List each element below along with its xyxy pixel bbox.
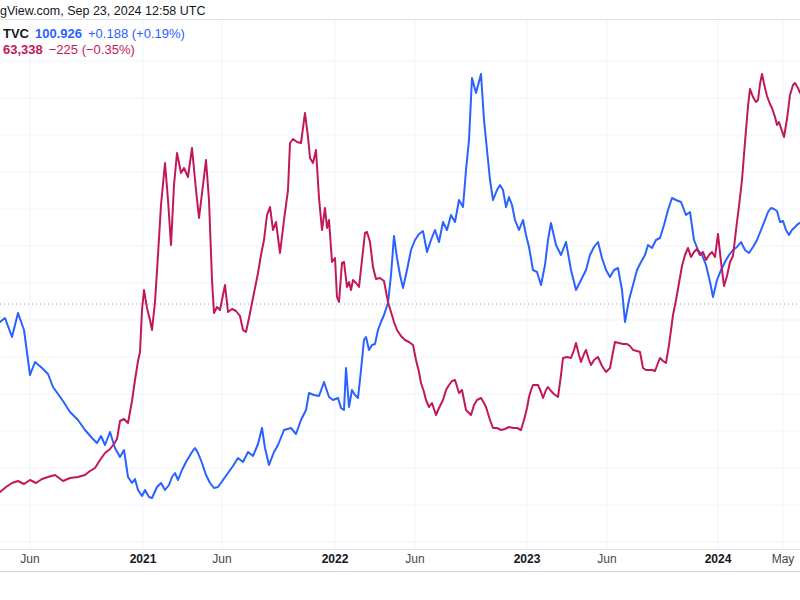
x-tick-label: 2021 xyxy=(130,552,157,566)
legend-change-blue: +0.188 (+0.19%) xyxy=(88,26,185,41)
x-tick-label: Jun xyxy=(597,552,616,566)
legend-value-blue: 100.926 xyxy=(35,26,82,41)
x-tick-label: Jun xyxy=(20,552,39,566)
blue-series-line[interactable] xyxy=(0,74,800,498)
x-tick-label: May xyxy=(772,552,795,566)
price-chart[interactable] xyxy=(0,0,800,600)
time-axis[interactable]: Jun 2021 Jun 2022 Jun 2023 Jun 2024 May xyxy=(0,550,800,571)
legend-symbol[interactable]: TVC xyxy=(3,26,29,41)
legend-value-crimson: 63,338 xyxy=(3,42,43,57)
x-tick-label: Jun xyxy=(212,552,231,566)
x-tick-label: Jun xyxy=(405,552,424,566)
legend-row-compare[interactable]: 63,338 −225 (−0.35%) xyxy=(3,42,185,58)
chart-legend: TVC 100.926 +0.188 (+0.19%) 63,338 −225 (−0… xyxy=(3,26,185,58)
x-tick-label: 2022 xyxy=(322,552,349,566)
tradingview-chart-screenshot: gView.com, Sep 23, 2024 12:58 UTC TVC100… xyxy=(0,0,800,600)
legend-change-crimson: −225 (−0.35%) xyxy=(49,42,135,57)
x-tick-label: 2023 xyxy=(514,552,541,566)
legend-row-tvc[interactable]: TVC 100.926 +0.188 (+0.19%) xyxy=(3,26,185,42)
time-axis-bottom-border xyxy=(0,571,800,572)
x-tick-label: 2024 xyxy=(705,552,732,566)
